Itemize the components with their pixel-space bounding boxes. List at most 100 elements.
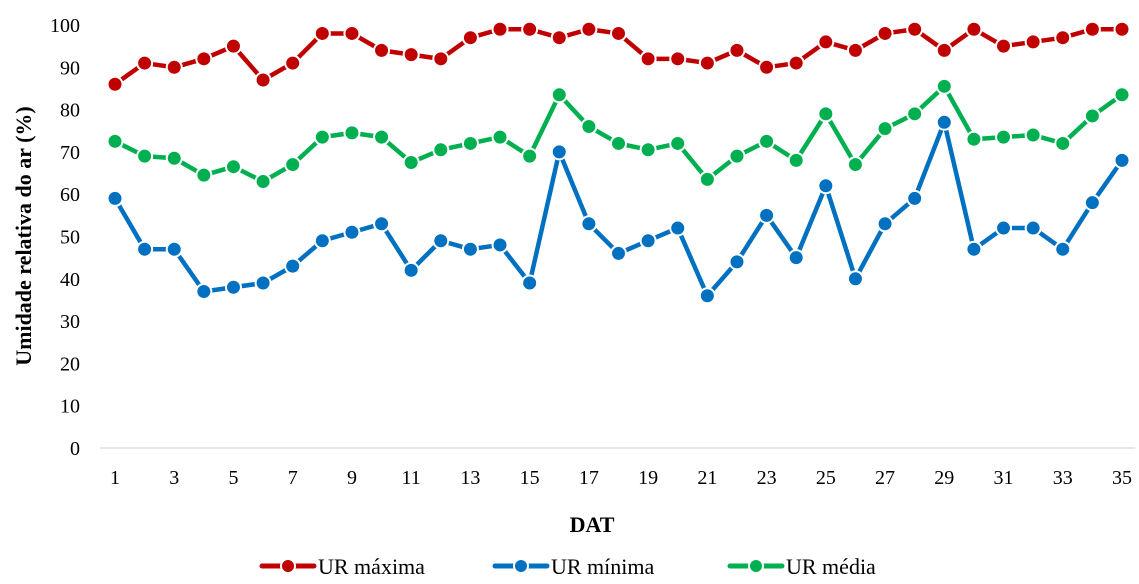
data-point	[432, 141, 450, 159]
data-point	[461, 134, 479, 152]
legend-label: UR mínima	[551, 554, 655, 579]
data-point	[787, 249, 805, 267]
data-point	[669, 219, 687, 237]
data-point	[580, 215, 598, 233]
data-point	[343, 124, 361, 142]
data-point	[254, 173, 272, 191]
data-point	[1113, 20, 1131, 38]
x-tick-label: 17	[579, 467, 599, 489]
legend-marker	[280, 558, 296, 574]
legend-marker	[513, 558, 529, 574]
legend-item: UR média	[727, 554, 876, 579]
data-point	[758, 58, 776, 76]
series-1	[106, 20, 1131, 93]
x-tick-label: 1	[110, 467, 120, 489]
data-point	[136, 54, 154, 72]
series-2	[106, 113, 1131, 305]
x-tick-label: 13	[460, 467, 480, 489]
data-point	[461, 29, 479, 47]
data-point	[373, 215, 391, 233]
data-point	[965, 130, 983, 148]
data-point	[935, 77, 953, 95]
y-tick-label: 0	[70, 438, 80, 460]
data-point	[284, 156, 302, 174]
data-point	[846, 270, 864, 288]
y-tick-label: 10	[60, 396, 80, 418]
data-point	[432, 232, 450, 250]
data-point	[758, 132, 776, 150]
data-point	[165, 240, 183, 258]
data-point	[876, 120, 894, 138]
data-point	[373, 41, 391, 59]
data-point	[550, 143, 568, 161]
data-point	[313, 128, 331, 146]
data-point	[136, 147, 154, 165]
data-point	[1054, 29, 1072, 47]
data-point	[550, 86, 568, 104]
data-point	[698, 287, 716, 305]
data-point	[846, 41, 864, 59]
data-point	[698, 170, 716, 188]
legend-label: UR média	[786, 554, 876, 579]
y-tick-label: 100	[50, 15, 80, 37]
data-point	[313, 24, 331, 42]
data-point	[995, 37, 1013, 55]
data-point	[402, 261, 420, 279]
data-point	[195, 50, 213, 68]
data-point	[106, 189, 124, 207]
data-point	[935, 41, 953, 59]
x-tick-label: 15	[520, 467, 540, 489]
series-group	[106, 20, 1131, 305]
data-point	[935, 113, 953, 131]
data-point	[402, 46, 420, 64]
data-point	[787, 54, 805, 72]
data-point	[254, 274, 272, 292]
data-point	[491, 236, 509, 254]
data-point	[876, 215, 894, 233]
data-point	[965, 20, 983, 38]
x-tick-label: 35	[1112, 467, 1132, 489]
x-tick-label: 27	[875, 467, 895, 489]
data-point	[728, 41, 746, 59]
legend: UR máxima UR mínima UR média	[259, 554, 876, 579]
x-tick-label: 5	[228, 467, 238, 489]
data-point	[1024, 126, 1042, 144]
y-axis-title: Umidade relativa do ar (%)	[11, 106, 36, 366]
data-point	[402, 153, 420, 171]
data-point	[1054, 134, 1072, 152]
x-tick-label: 33	[1053, 467, 1073, 489]
data-point	[106, 75, 124, 93]
data-point	[846, 156, 864, 174]
data-point	[284, 257, 302, 275]
x-tick-label: 21	[697, 467, 717, 489]
series-3	[106, 77, 1131, 191]
legend-item: UR máxima	[259, 554, 425, 579]
data-point	[610, 244, 627, 262]
data-point	[610, 24, 627, 42]
data-point	[669, 134, 687, 152]
x-tick-label: 3	[169, 467, 179, 489]
data-point	[639, 141, 657, 159]
data-point	[906, 20, 924, 38]
data-point	[195, 282, 213, 300]
data-point	[698, 54, 716, 72]
y-tick-label: 50	[60, 227, 80, 249]
data-point	[313, 232, 331, 250]
data-point	[461, 240, 479, 258]
data-point	[491, 128, 509, 146]
data-point	[817, 33, 835, 51]
data-point	[758, 206, 776, 224]
x-axis-title: DAT	[570, 512, 615, 537]
data-point	[343, 24, 361, 42]
data-point	[284, 54, 302, 72]
data-point	[995, 128, 1013, 146]
data-point	[669, 50, 687, 68]
x-tick-label: 19	[638, 467, 658, 489]
data-point	[224, 158, 242, 176]
data-point	[1083, 194, 1101, 212]
x-tick-label: 23	[757, 467, 777, 489]
data-point	[195, 166, 213, 184]
y-tick-label: 80	[60, 100, 80, 122]
y-tick-label: 70	[60, 142, 80, 164]
